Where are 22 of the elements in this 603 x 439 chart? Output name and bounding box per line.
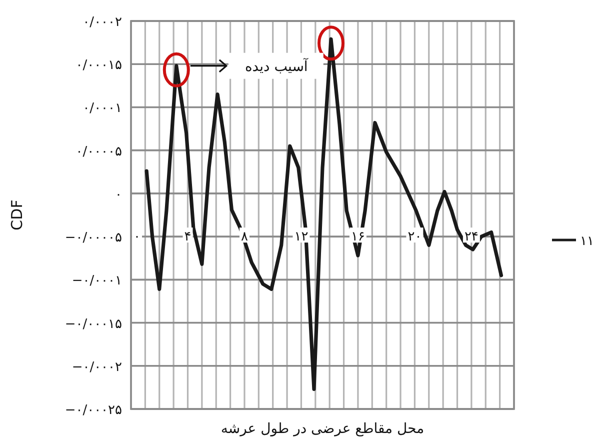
x-tick-label: ۰: [134, 230, 140, 245]
x-tick-label: ۴: [184, 230, 192, 245]
y-axis-title: CDF: [8, 200, 26, 230]
annotation: آسیب دیده: [244, 56, 309, 75]
y-tick-label: ۰/۰۰۰۰۵: [76, 144, 122, 160]
y-tick-label: ۰: [115, 187, 122, 202]
legend: ۱۱: [552, 234, 594, 249]
y-tick-label: −۰/۰۰۰۲: [72, 360, 122, 375]
x-tick-label: ۲۴: [464, 230, 478, 245]
x-tick-label: ۱۶: [350, 230, 365, 245]
x-tick-label: ۱۲: [294, 230, 308, 245]
x-tick-label: ۲۰: [408, 230, 422, 245]
y-tick-label: −۰/۰۰۰۱: [72, 274, 122, 289]
legend-label: ۱۱: [580, 234, 594, 249]
y-tick-label: −۰/۰۰۰۰۵: [64, 230, 122, 246]
y-tick-label: ۰/۰۰۰۱۵: [76, 58, 122, 74]
y-tick-label: ۰/۰۰۰۲: [82, 15, 122, 30]
y-tick-label: −۰/۰۰۰۲۵: [64, 403, 122, 418]
x-axis-title: محل مقاطع عرضی در طول عرشه: [220, 421, 424, 437]
y-tick-label: ۰/۰۰۰۱: [82, 101, 122, 116]
x-tick-label: ۸: [240, 230, 248, 245]
y-tick-label: −۰/۰۰۰۱۵: [64, 316, 122, 332]
